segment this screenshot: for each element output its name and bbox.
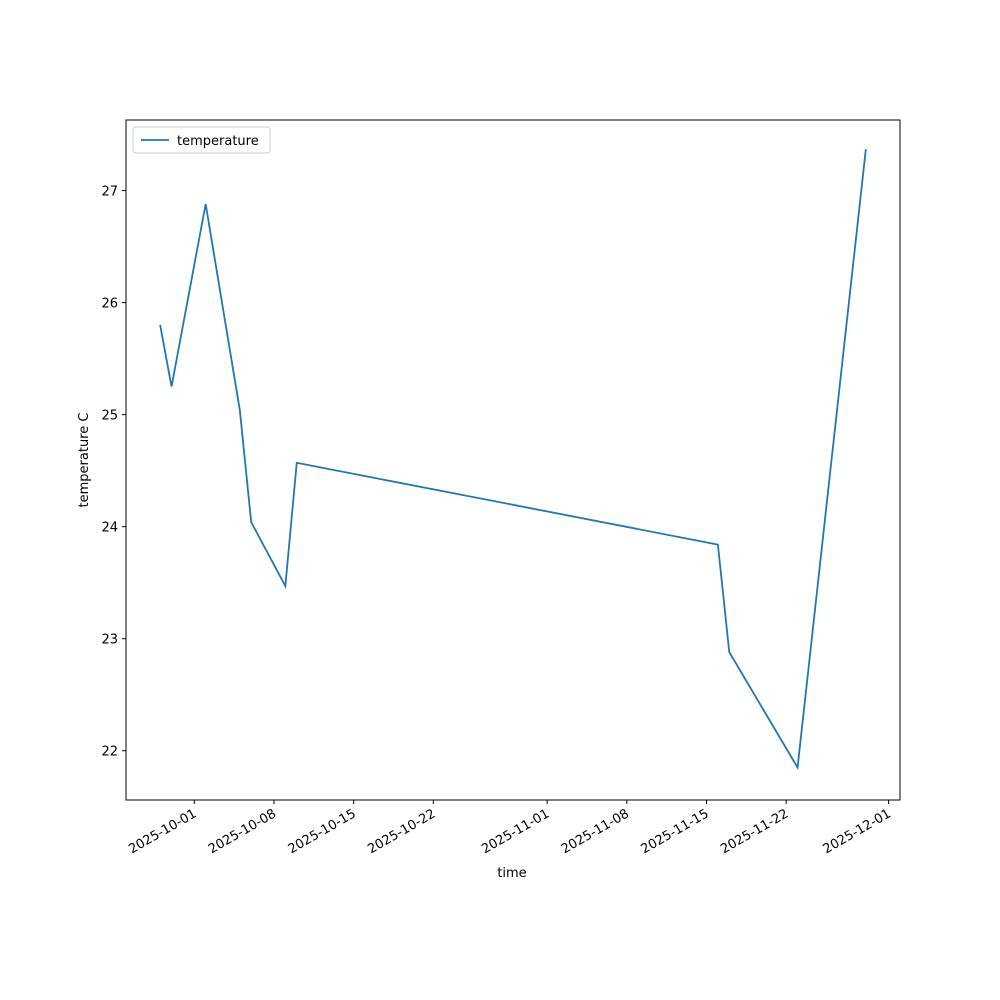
y-tick-label: 24	[101, 521, 118, 536]
legend-box	[132, 126, 271, 154]
x-tick-label: 2025-10-22	[365, 806, 438, 857]
x-tick-label: 2025-12-01	[821, 806, 894, 857]
data-line	[159, 149, 867, 771]
x-axis-label: time	[497, 866, 526, 881]
legend-label: temperature	[177, 134, 259, 149]
plot-frame	[125, 119, 901, 801]
y-tick-label: 26	[101, 297, 118, 312]
y-tick-label: 25	[101, 409, 118, 424]
y-tick-label: 22	[101, 745, 118, 760]
x-tick-label: 2025-10-08	[206, 806, 279, 857]
y-tick-label: 27	[101, 185, 118, 200]
x-tick-label: 2025-11-08	[559, 806, 632, 857]
x-tick-label: 2025-11-22	[718, 806, 791, 857]
x-tick-label: 2025-11-15	[639, 806, 712, 857]
y-axis-label: temperature C	[77, 413, 92, 508]
x-tick-label: 2025-11-01	[479, 806, 552, 857]
x-tick-label: 2025-10-01	[126, 806, 199, 857]
x-tick-label: 2025-10-15	[286, 806, 359, 857]
y-tick-label: 23	[101, 633, 118, 648]
